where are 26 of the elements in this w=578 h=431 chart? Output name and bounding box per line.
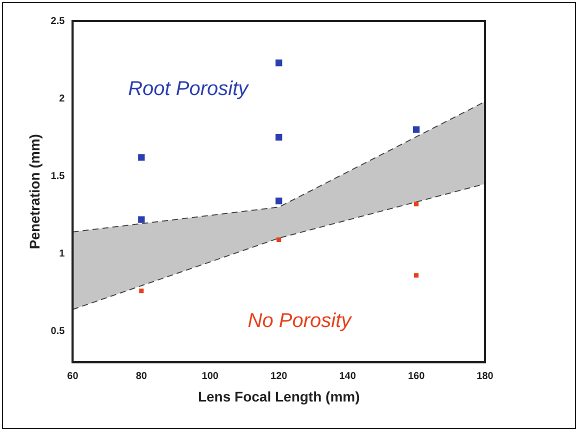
x-tick-label: 180 xyxy=(476,370,494,382)
point xyxy=(414,273,419,278)
y-tick-label: 1.5 xyxy=(50,170,66,182)
point xyxy=(412,126,420,133)
text: No Porosity xyxy=(248,310,352,332)
point xyxy=(276,134,282,141)
y-tick-label: 2 xyxy=(59,93,66,104)
x-tick-label: 80 xyxy=(136,370,148,382)
point xyxy=(276,60,282,66)
x-tick-label: 140 xyxy=(339,370,356,382)
y-tick-label: 2.5 xyxy=(50,16,66,27)
x-tick-label: 160 xyxy=(408,370,426,382)
x-tick-label: 120 xyxy=(270,370,288,382)
point xyxy=(414,202,419,206)
point xyxy=(138,216,145,223)
point xyxy=(276,198,282,204)
x-tick-label: 60 xyxy=(67,370,79,382)
x-tick-label: 100 xyxy=(202,370,219,382)
point xyxy=(139,288,144,294)
point xyxy=(138,154,145,161)
y-tick-label: 0.5 xyxy=(50,326,66,337)
series-label: Root Porosity xyxy=(128,78,250,100)
x-axis-title: Lens Focal Length (mm) xyxy=(198,388,360,404)
y-axis-title: Penetration (mm) xyxy=(26,134,42,250)
y-tick-label: 1 xyxy=(59,248,66,260)
point xyxy=(276,237,282,242)
